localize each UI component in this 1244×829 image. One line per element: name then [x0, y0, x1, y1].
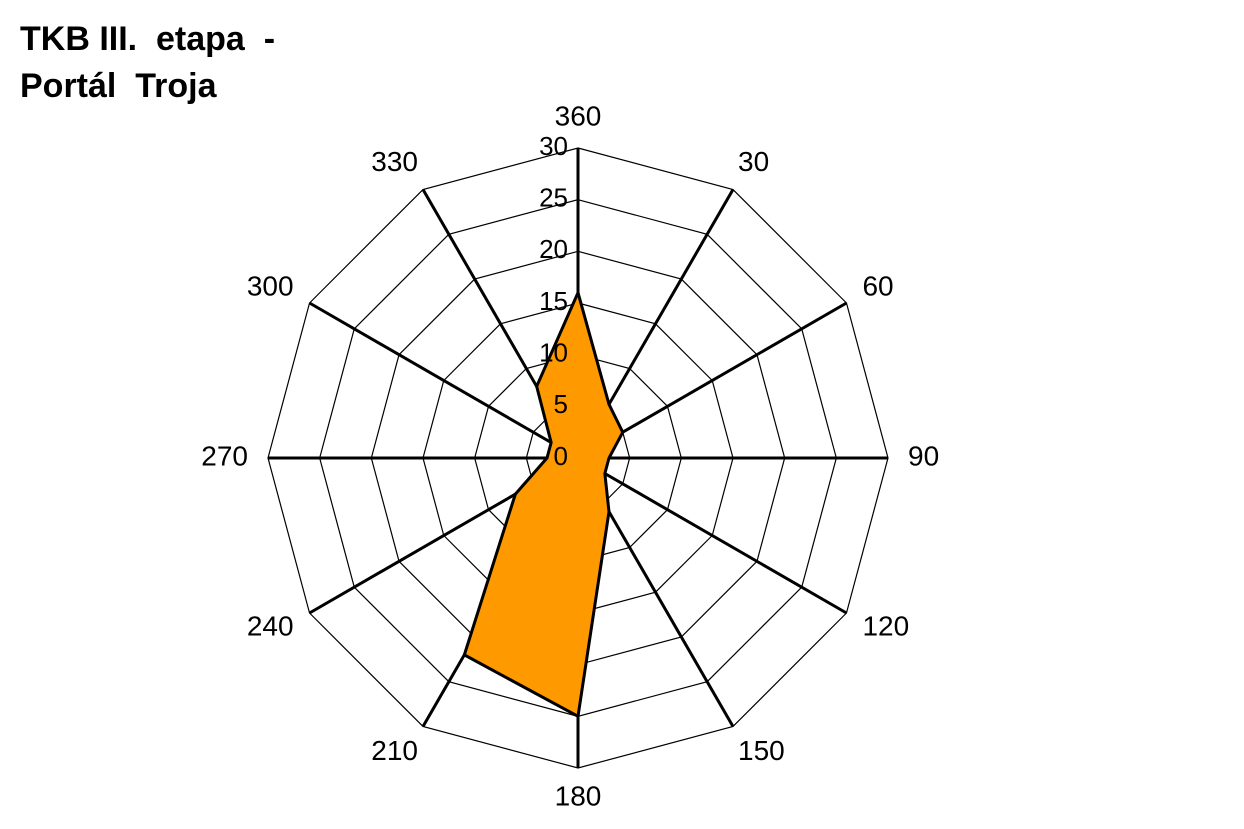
r-tick-label: 30 [539, 131, 568, 161]
category-label: 120 [862, 610, 909, 641]
r-tick-label: 5 [554, 389, 568, 419]
data-area [462, 288, 625, 719]
category-label: 360 [555, 100, 602, 131]
chart-title: TKB III. etapa - [20, 20, 275, 58]
category-label: 30 [738, 146, 769, 177]
r-tick-label: 0 [554, 441, 568, 471]
r-tick-label: 15 [539, 286, 568, 316]
category-label: 270 [201, 440, 248, 471]
category-label: 210 [371, 735, 418, 766]
category-label: 90 [908, 440, 939, 471]
category-label: 180 [555, 780, 602, 811]
chart-title: Portál Troja [20, 67, 218, 105]
category-label: 60 [862, 270, 893, 301]
category-label: 300 [247, 270, 294, 301]
r-tick-label: 20 [539, 234, 568, 264]
category-label: 150 [738, 735, 785, 766]
spoke [577, 456, 848, 615]
spoke [308, 301, 579, 460]
r-tick-label: 25 [539, 183, 568, 213]
category-label: 240 [247, 610, 294, 641]
r-tick-label: 10 [539, 338, 568, 368]
category-label: 330 [371, 146, 418, 177]
